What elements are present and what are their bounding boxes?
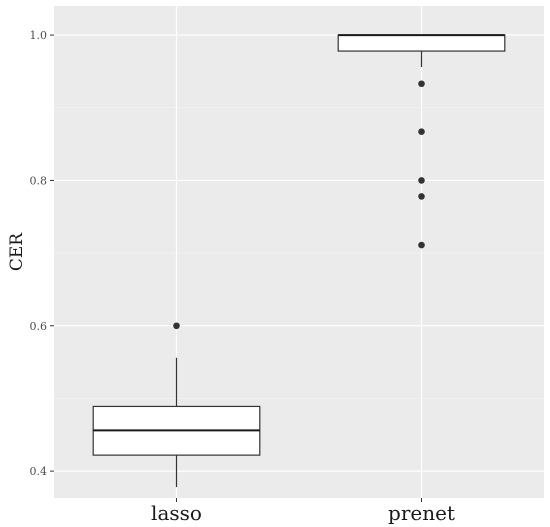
y-tick-label: 0.6 [30, 320, 48, 333]
boxes-layer [92, 34, 506, 488]
outlier-point [418, 128, 425, 136]
outlier-point [418, 193, 425, 200]
y-tick-label: 0.4 [30, 465, 48, 478]
box-group-prenet [337, 34, 506, 249]
y-axis: 0.4 0.6 0.8 1.0 [30, 29, 54, 478]
x-tick-label-prenet: prenet [388, 501, 455, 525]
y-axis-title: CER [7, 232, 27, 271]
outlier-point [418, 177, 425, 184]
y-tick-label: 0.8 [30, 174, 48, 187]
box-iqr [337, 34, 506, 52]
x-tick-label-lasso: lasso [151, 501, 202, 525]
x-axis: lasso prenet [151, 498, 455, 525]
y-tick-label: 1.0 [30, 29, 48, 42]
outlier-point [418, 241, 425, 249]
outlier-point [173, 322, 180, 330]
minor-gridlines [54, 107, 544, 399]
outlier-point [418, 80, 425, 88]
box-group-lasso [92, 322, 261, 488]
